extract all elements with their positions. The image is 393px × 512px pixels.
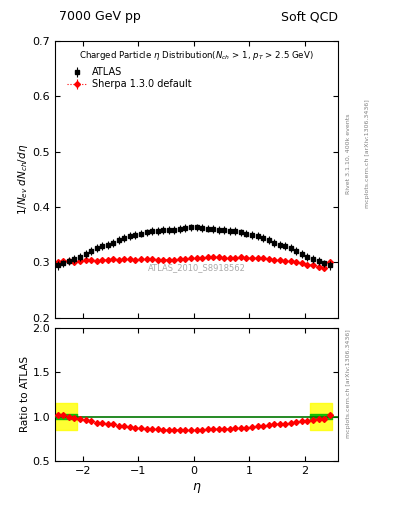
Text: Charged Particle $\eta$ Distribution($N_{ch}$ > 1, $p_{T}$ > 2.5 GeV): Charged Particle $\eta$ Distribution($N_… (79, 49, 314, 62)
X-axis label: $\eta$: $\eta$ (192, 481, 201, 495)
Text: mcplots.cern.ch [arXiv:1306.3436]: mcplots.cern.ch [arXiv:1306.3436] (346, 330, 351, 438)
Text: mcplots.cern.ch [arXiv:1306.3436]: mcplots.cern.ch [arXiv:1306.3436] (365, 99, 371, 208)
Text: ATLAS_2010_S8918562: ATLAS_2010_S8918562 (147, 263, 246, 272)
Text: Soft QCD: Soft QCD (281, 10, 338, 23)
Text: 7000 GeV pp: 7000 GeV pp (59, 10, 141, 23)
Y-axis label: Ratio to ATLAS: Ratio to ATLAS (20, 356, 29, 433)
Y-axis label: $1/N_{ev}\;dN_{ch}/d\eta$: $1/N_{ev}\;dN_{ch}/d\eta$ (16, 144, 29, 215)
Text: Rivet 3.1.10, 400k events: Rivet 3.1.10, 400k events (346, 113, 351, 194)
Legend: ATLAS, Sherpa 1.3.0 default: ATLAS, Sherpa 1.3.0 default (66, 65, 193, 91)
